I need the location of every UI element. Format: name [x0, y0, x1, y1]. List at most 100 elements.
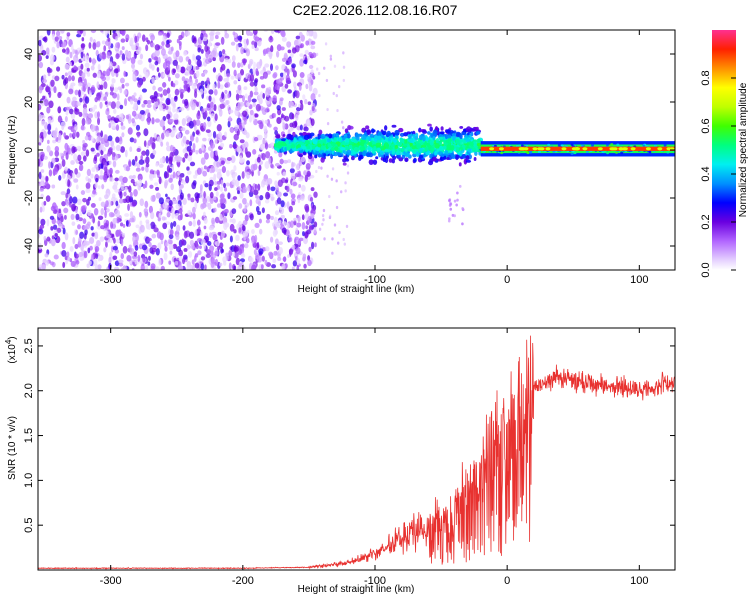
noise-speckle: [162, 201, 168, 209]
noise-speckle: [232, 55, 236, 62]
noise-speckle: [132, 258, 138, 263]
noise-speckle: [282, 171, 287, 177]
noise-speckle: [124, 149, 128, 158]
noise-speckle: [158, 104, 164, 111]
signal-speckle: [525, 150, 529, 154]
noise-speckle: [51, 157, 56, 164]
noise-speckle: [242, 110, 248, 117]
noise-speckle: [301, 221, 306, 230]
transition-speckle: [404, 152, 410, 158]
noise-speckle: [304, 203, 310, 211]
noise-speckle: [43, 130, 47, 139]
noise-speckle: [295, 114, 299, 121]
noise-speckle: [141, 166, 145, 171]
noise-speckle: [119, 50, 123, 56]
noise-speckle: [148, 242, 152, 248]
noise-speckle: [203, 211, 206, 217]
noise-speckle: [91, 167, 96, 172]
noise-speckle: [224, 58, 229, 63]
noise-speckle: [38, 54, 42, 62]
transition-speckle: [342, 162, 347, 166]
noise-speckle: [297, 38, 301, 46]
noise-speckle: [79, 30, 84, 34]
noise-speckle: [166, 87, 171, 94]
noise-speckle: [184, 129, 190, 135]
noise-speckle: [60, 121, 66, 128]
noise-speckle: [43, 155, 48, 160]
noise-speckle: [136, 133, 140, 138]
transition-speckle: [351, 138, 357, 142]
transition-speckle: [365, 125, 370, 130]
transition-speckle: [408, 135, 412, 140]
noise-speckle: [94, 245, 100, 253]
transition-speckle: [446, 144, 451, 151]
noise-speckle: [260, 180, 265, 188]
noise-speckle: [73, 178, 79, 183]
noise-speckle: [238, 124, 243, 130]
noise-speckle: [50, 79, 55, 87]
noise-speckle: [154, 101, 159, 108]
noise-speckle: [104, 161, 107, 168]
noise-speckle: [54, 75, 60, 82]
noise-speckle: [181, 238, 185, 246]
noise-speckle: [64, 166, 68, 172]
transition-speckle: [292, 131, 296, 137]
noise-speckle: [90, 253, 94, 262]
noise-speckle: [216, 180, 221, 185]
transition-speckle: [447, 219, 451, 223]
noise-speckle: [172, 171, 176, 179]
transition-speckle: [455, 154, 459, 161]
noise-speckle: [174, 118, 179, 125]
noise-speckle: [104, 210, 107, 219]
transition-speckle: [361, 134, 367, 141]
noise-speckle: [74, 123, 78, 132]
noise-speckle: [62, 41, 67, 48]
noise-speckle: [141, 88, 147, 93]
noise-speckle: [183, 83, 189, 92]
noise-speckle: [340, 120, 344, 124]
noise-speckle: [253, 136, 259, 142]
noise-speckle: [193, 255, 197, 262]
noise-speckle: [306, 229, 312, 235]
transition-speckle: [302, 151, 307, 156]
noise-speckle: [291, 63, 296, 69]
noise-speckle: [124, 49, 129, 57]
noise-speckle: [149, 173, 153, 179]
noise-speckle: [154, 266, 160, 270]
noise-speckle: [323, 66, 326, 70]
noise-speckle: [259, 228, 263, 235]
noise-speckle: [210, 260, 215, 268]
noise-speckle: [66, 188, 71, 195]
signal-speckle: [498, 147, 504, 151]
noise-speckle: [146, 117, 151, 126]
noise-speckle: [249, 257, 254, 263]
noise-speckle: [214, 113, 218, 122]
noise-speckle: [212, 131, 217, 139]
noise-speckle: [205, 253, 211, 259]
noise-speckle: [308, 51, 313, 57]
transition-speckle: [351, 141, 355, 145]
spectrogram-x-tick-label: 0: [504, 274, 510, 286]
noise-speckle: [47, 139, 50, 145]
noise-speckle: [240, 46, 245, 55]
transition-speckle: [384, 125, 388, 131]
noise-speckle: [100, 84, 104, 91]
noise-speckle: [290, 193, 296, 199]
noise-speckle: [281, 263, 286, 270]
noise-speckle: [206, 77, 210, 85]
transition-speckle: [298, 154, 304, 157]
transition-speckle: [458, 146, 464, 151]
noise-speckle: [324, 42, 328, 46]
transition-speckle: [340, 147, 346, 151]
noise-speckle: [147, 224, 152, 230]
noise-speckle: [300, 195, 305, 201]
noise-speckle: [171, 207, 175, 215]
transition-speckle: [459, 133, 463, 140]
noise-speckle: [220, 230, 225, 238]
noise-speckle: [140, 154, 143, 161]
noise-speckle: [168, 260, 172, 265]
noise-speckle: [114, 266, 120, 270]
transition-speckle: [430, 146, 435, 152]
noise-speckle: [299, 58, 304, 67]
noise-speckle: [279, 97, 284, 102]
